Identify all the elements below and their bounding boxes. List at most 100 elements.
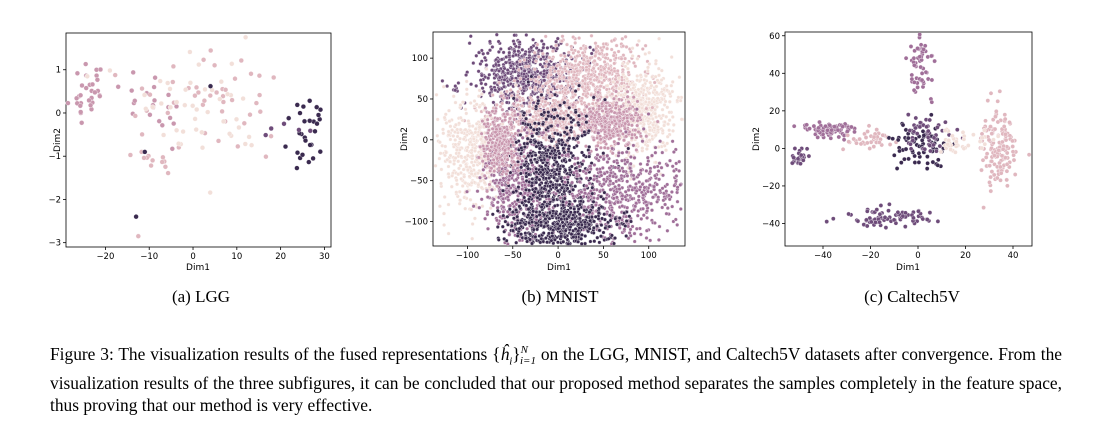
scatter-point xyxy=(589,72,594,77)
scatter-point xyxy=(642,185,647,190)
scatter-point xyxy=(433,163,438,168)
scatter-point xyxy=(615,80,620,84)
scatter-point xyxy=(563,180,567,185)
scatter-point xyxy=(440,78,445,83)
scatter-point xyxy=(555,167,560,172)
scatter-point xyxy=(132,98,138,104)
scatter-point xyxy=(605,46,610,51)
scatter-point xyxy=(543,236,548,241)
scatter-point xyxy=(555,240,560,245)
scatter-point xyxy=(669,190,674,194)
scatter-point xyxy=(194,106,200,113)
scatter-point xyxy=(617,225,622,230)
scatter-point xyxy=(454,190,459,195)
scatter-point xyxy=(636,194,641,199)
scatter-point xyxy=(635,213,640,218)
scatter-point xyxy=(573,40,578,45)
scatter-point xyxy=(620,158,624,163)
scatter-point xyxy=(571,194,576,199)
scatter-point xyxy=(665,228,670,233)
scatter-point xyxy=(220,99,226,105)
scatter-point xyxy=(661,173,665,178)
scatter-point xyxy=(595,224,599,229)
scatter-point xyxy=(271,74,277,81)
scatter-point xyxy=(607,77,612,82)
scatter-point xyxy=(597,240,602,245)
scatter-point xyxy=(586,195,591,200)
scatter-point xyxy=(644,168,649,173)
scatter-point xyxy=(571,94,576,99)
scatter-point xyxy=(522,127,527,132)
scatter-point xyxy=(583,76,588,81)
scatter-point xyxy=(662,143,667,148)
scatter-point xyxy=(446,129,451,134)
scatter-point xyxy=(434,92,439,97)
scatter-point xyxy=(577,164,582,169)
scatter-point xyxy=(606,66,611,71)
scatter-point xyxy=(528,95,533,100)
scatter-point xyxy=(171,121,177,127)
scatter-point xyxy=(77,103,83,109)
scatter-point xyxy=(474,121,479,126)
scatter-point xyxy=(201,98,207,104)
scatter-point xyxy=(649,189,654,194)
scatter-point xyxy=(505,96,509,100)
scatter-point xyxy=(586,59,591,64)
scatter-point xyxy=(673,217,678,222)
scatter-point xyxy=(546,88,550,93)
scatter-point xyxy=(537,212,542,217)
scatter-point xyxy=(644,106,649,111)
scatter-point xyxy=(517,62,522,67)
scatter-point xyxy=(299,152,306,158)
scatter-point xyxy=(464,164,469,169)
scatter-point xyxy=(446,164,451,169)
scatter-point xyxy=(182,102,188,108)
scatter-point xyxy=(595,62,600,67)
scatter-point xyxy=(631,143,636,148)
scatter-point xyxy=(314,121,320,127)
scatter-point xyxy=(602,139,607,144)
scatter-point xyxy=(169,146,175,152)
scatter-point xyxy=(491,100,496,105)
scatter-point xyxy=(638,168,643,173)
scatter-point xyxy=(588,45,593,50)
scatter-point xyxy=(263,154,269,160)
scatter-point xyxy=(517,107,522,111)
scatter-point xyxy=(497,75,502,80)
scatter-point xyxy=(598,170,603,175)
scatter-point xyxy=(606,146,610,151)
scatter-point xyxy=(616,150,621,155)
scatter-point xyxy=(558,103,563,108)
scatter-point xyxy=(470,236,475,241)
scatter-point xyxy=(439,167,444,172)
scatter-point xyxy=(568,206,573,210)
scatter-point xyxy=(633,64,638,69)
scatter-point xyxy=(582,187,587,192)
scatter-point xyxy=(586,128,591,133)
scatter-point xyxy=(511,190,516,195)
scatter-point xyxy=(548,68,553,73)
scatter-point xyxy=(547,207,552,211)
scatter-point xyxy=(97,66,104,73)
scatter-point xyxy=(507,207,512,212)
scatter-point xyxy=(624,150,629,155)
scatter-point xyxy=(657,113,662,118)
scatter-point xyxy=(621,44,626,49)
scatter-point xyxy=(453,122,458,127)
scatter-point xyxy=(512,49,517,54)
scatter-point xyxy=(508,203,513,208)
scatter-point xyxy=(476,132,481,137)
scatter-point xyxy=(576,123,581,127)
scatter-point xyxy=(647,128,652,133)
scatter-point xyxy=(622,138,626,143)
scatter-point xyxy=(510,183,515,188)
scatter-point xyxy=(220,118,227,124)
scatter-point xyxy=(127,152,133,158)
scatter-point xyxy=(531,37,536,42)
scatter-point xyxy=(477,88,482,93)
scatter-point xyxy=(599,194,603,199)
scatter-point xyxy=(83,61,89,67)
scatter-point xyxy=(675,185,680,190)
scatter-point xyxy=(603,55,608,60)
scatter-point xyxy=(650,153,654,158)
